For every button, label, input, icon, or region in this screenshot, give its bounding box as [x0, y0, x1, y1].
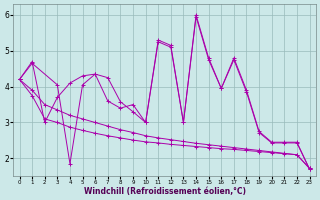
X-axis label: Windchill (Refroidissement éolien,°C): Windchill (Refroidissement éolien,°C) — [84, 187, 245, 196]
